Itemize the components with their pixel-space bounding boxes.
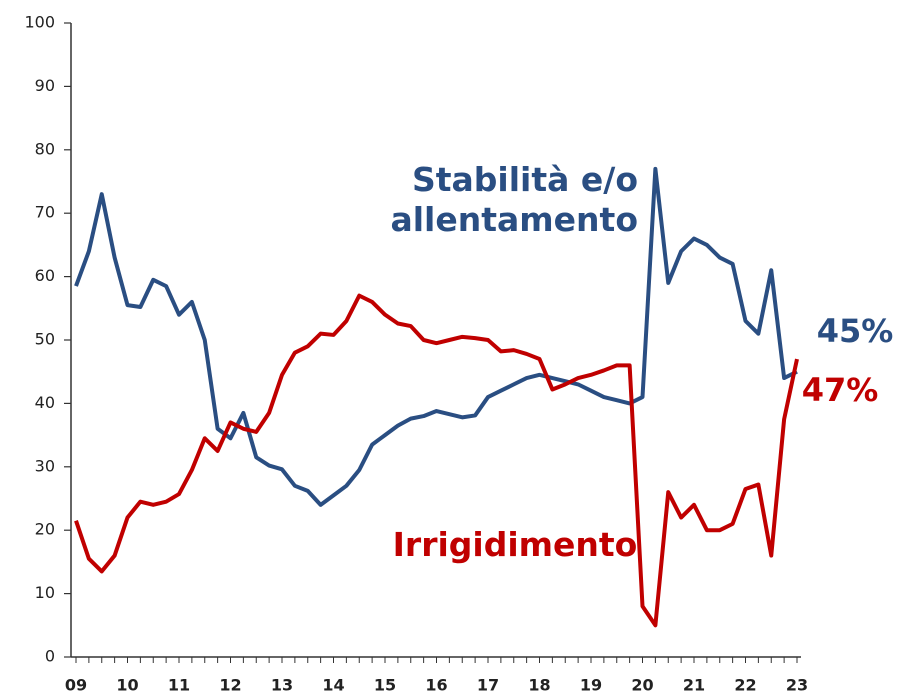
- x-tick-label: 11: [168, 676, 190, 695]
- x-tick-label: 13: [271, 676, 293, 695]
- x-tick-label: 17: [477, 676, 499, 695]
- y-tick-label: 40: [35, 393, 55, 412]
- y-tick-label: 50: [35, 330, 55, 349]
- y-tick-label: 10: [35, 583, 55, 602]
- y-tick-label: 90: [35, 76, 55, 95]
- x-tick-label: 16: [425, 676, 447, 695]
- y-tick-label: 60: [35, 266, 55, 285]
- x-tick-label: 20: [631, 676, 653, 695]
- x-tick-label: 10: [116, 676, 138, 695]
- y-tick-label: 100: [24, 13, 55, 32]
- series-line: [74, 293, 799, 628]
- y-tick-label: 30: [35, 456, 55, 475]
- x-tick-label: 19: [580, 676, 602, 695]
- x-tick-label: 12: [219, 676, 241, 695]
- series-label: Stabilità e/o allentamento: [390, 160, 638, 239]
- x-tick-label: 09: [65, 676, 87, 695]
- x-tick-label: 18: [528, 676, 550, 695]
- x-tick-label: 15: [374, 676, 396, 695]
- value-label: 47%: [802, 371, 879, 409]
- series-label: Irrigidimento: [392, 525, 638, 564]
- x-tick-label: 21: [683, 676, 705, 695]
- y-tick-label: 70: [35, 203, 55, 222]
- value-label: 45%: [817, 312, 894, 350]
- series-line: [74, 166, 798, 507]
- y-tick-label: 0: [45, 647, 55, 666]
- x-tick-label: 14: [322, 676, 344, 695]
- y-tick-label: 20: [35, 520, 55, 539]
- x-tick-label: 22: [734, 676, 756, 695]
- x-tick-label: 23: [786, 676, 808, 695]
- y-tick-label: 80: [35, 139, 55, 158]
